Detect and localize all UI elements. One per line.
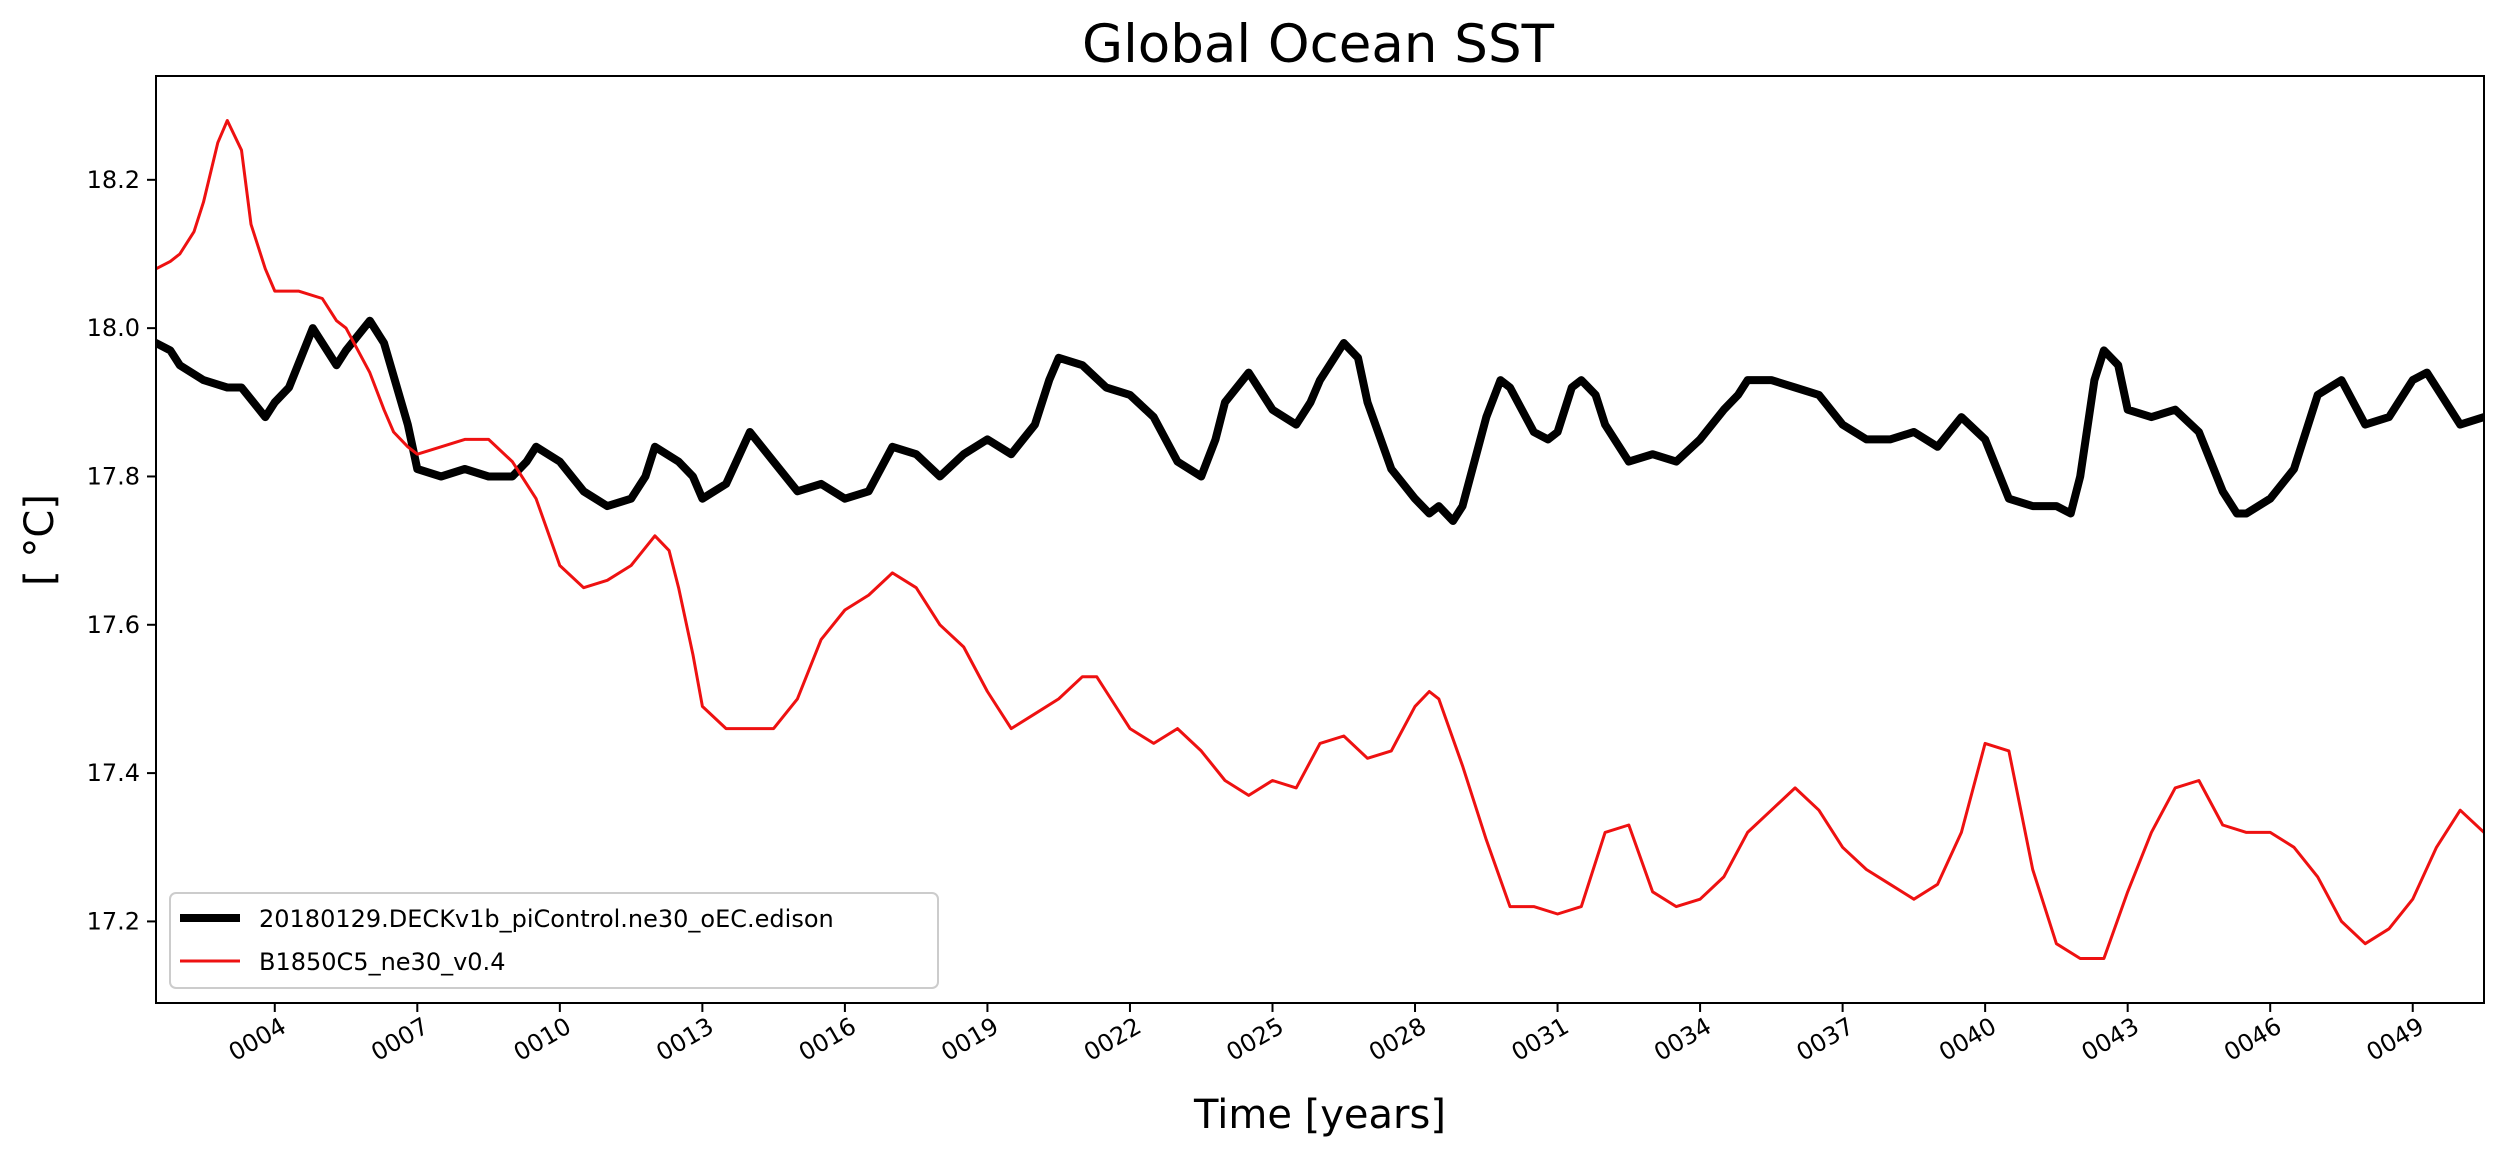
legend: 20180129.DECKv1b_piControl.ne30_oEC.edis…	[169, 892, 939, 989]
series-group	[156, 119, 2484, 960]
y-tick-label-2: 17.6	[87, 611, 140, 639]
y-tick-label-3: 17.8	[87, 462, 140, 490]
plot-area	[155, 75, 2485, 1004]
y-tick-label-1: 17.4	[87, 759, 140, 787]
y-axis: 17.2 17.4 17.6 17.8 18.0 18.2	[87, 166, 156, 935]
series-line-0	[156, 316, 2484, 525]
y-tick-label-4: 18.0	[87, 314, 140, 342]
legend-label-B1850C5: B1850C5_ne30_v0.4	[259, 948, 505, 976]
x-axis-title: Time [years]	[1193, 1092, 1446, 1138]
legend-label-piControl: 20180129.DECKv1b_piControl.ne30_oEC.edis…	[259, 905, 834, 933]
chart-title: Global Ocean SST	[1082, 14, 1555, 75]
y-tick-label-0: 17.2	[87, 907, 140, 935]
y-tick-label-5: 18.2	[87, 166, 140, 194]
plot-frame	[155, 75, 2485, 1004]
legend-box	[169, 892, 939, 989]
y-axis-title: [ °C]	[17, 494, 63, 586]
series-line-1	[156, 119, 2484, 960]
